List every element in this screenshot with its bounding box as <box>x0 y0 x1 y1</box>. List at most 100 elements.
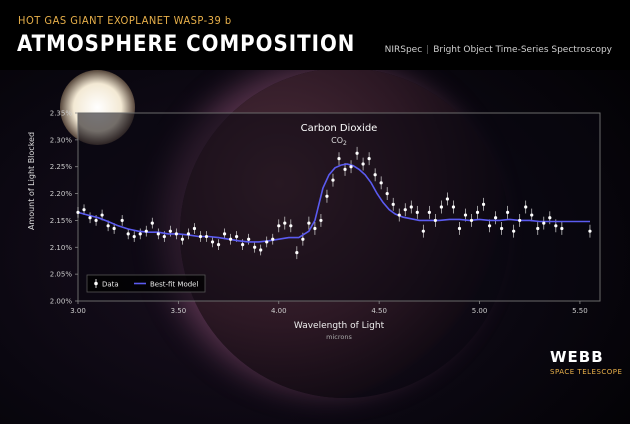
data-point <box>421 229 425 233</box>
data-point <box>530 213 534 217</box>
instrument-mode: Bright Object Time-Series Spectroscopy <box>433 45 612 55</box>
data-point <box>82 208 86 212</box>
data-point <box>228 237 233 241</box>
data-point <box>445 197 450 201</box>
x-axis-label: Wavelength of Light <box>294 321 385 331</box>
x-tick-label: 5.50 <box>572 307 588 315</box>
data-point <box>168 229 172 233</box>
data-point <box>301 237 305 241</box>
logo-word: WEBB <box>550 348 604 366</box>
data-point <box>463 213 468 217</box>
data-point <box>475 210 480 214</box>
data-point <box>319 218 323 223</box>
data-point <box>247 237 251 241</box>
data-point <box>204 234 209 239</box>
data-point <box>439 205 443 209</box>
data-point <box>361 162 365 166</box>
data-point <box>506 210 510 214</box>
data-point <box>307 221 311 225</box>
annotation-formula: CO2 <box>331 136 347 147</box>
data-point <box>331 178 335 182</box>
data-point <box>373 173 377 177</box>
y-tick-label: 2.30% <box>50 136 73 144</box>
data-point <box>235 234 239 239</box>
legend-data-label: Data <box>102 281 119 289</box>
data-point <box>112 226 116 231</box>
data-point <box>469 218 474 223</box>
data-point <box>548 216 552 220</box>
plot-area <box>77 112 601 302</box>
data-point <box>144 229 148 233</box>
data-point <box>481 202 486 206</box>
y-axis: 2.00% 2.05% 2.10% 2.15% 2.20% 2.25% 2.30% 2.35% <box>50 110 78 306</box>
data-point <box>487 224 492 228</box>
data-point <box>210 240 215 244</box>
data-point <box>325 194 329 198</box>
y-tick-label: 2.10% <box>50 244 73 252</box>
legend-data-marker <box>94 281 98 286</box>
data-point <box>156 232 160 236</box>
data-point <box>216 243 221 247</box>
data-point <box>100 213 104 217</box>
supertitle: HOT GAS GIANT EXOPLANET WASP-39 b <box>18 14 232 27</box>
x-tick-label: 4.00 <box>271 307 287 315</box>
data-point <box>94 218 98 223</box>
header: HOT GAS GIANT EXOPLANET WASP-39 b ATMOSP… <box>0 0 630 70</box>
formula-subscript: 2 <box>343 140 347 147</box>
data-point <box>355 151 359 155</box>
x-axis: 3.00 3.50 4.00 4.50 5.00 5.50 <box>70 301 588 315</box>
data-point <box>241 243 245 247</box>
data-point <box>379 181 383 185</box>
y-tick-label: 2.15% <box>50 217 73 225</box>
y-tick-label: 2.25% <box>50 163 73 171</box>
data-point <box>174 232 178 236</box>
data-point <box>457 226 462 231</box>
legend-model-label: Best-fit Model <box>150 281 198 289</box>
y-tick-label: 2.20% <box>50 190 73 198</box>
data-point <box>253 245 257 249</box>
x-axis-unit: microns <box>326 333 352 341</box>
data-points <box>76 151 592 255</box>
data-point <box>259 248 263 252</box>
data-point <box>106 224 110 228</box>
data-point <box>337 157 341 161</box>
logo-subtitle: SPACE TELESCOPE <box>550 368 623 376</box>
data-point <box>88 216 92 220</box>
data-point <box>554 224 558 228</box>
data-point <box>289 224 293 228</box>
x-tick-label: 3.50 <box>171 307 187 315</box>
x-tick-label: 4.50 <box>371 307 387 315</box>
formula-base: CO <box>331 136 343 145</box>
data-point <box>524 205 528 209</box>
data-point <box>76 210 80 214</box>
data-point <box>500 226 504 231</box>
data-point <box>271 237 275 241</box>
data-point <box>349 165 353 169</box>
data-point <box>162 234 166 239</box>
instrument-label: NIRSpec | Bright Object Time-Series Spectr… <box>385 45 612 55</box>
page-title: ATMOSPHERE COMPOSITION <box>17 32 356 57</box>
x-tick-label: 5.00 <box>472 307 488 315</box>
x-tick-label: 3.00 <box>70 307 86 315</box>
data-point <box>542 221 546 225</box>
data-point <box>397 213 401 217</box>
y-tick-label: 2.35% <box>50 110 73 118</box>
data-point <box>433 218 437 223</box>
data-point <box>313 226 317 231</box>
data-point <box>180 237 184 241</box>
data-point <box>120 218 124 223</box>
data-point <box>126 232 130 236</box>
y-tick-label: 2.05% <box>50 271 73 279</box>
data-point <box>494 216 498 220</box>
separator: | <box>426 45 430 55</box>
data-point <box>198 234 203 239</box>
data-point <box>186 232 191 236</box>
data-point <box>536 226 540 231</box>
data-point <box>415 210 419 214</box>
y-axis-label: Amount of Light Blocked <box>27 132 36 230</box>
data-point <box>451 205 456 209</box>
webb-logo: WEBB SPACE TELESCOPE <box>550 348 623 388</box>
data-point <box>391 202 395 206</box>
